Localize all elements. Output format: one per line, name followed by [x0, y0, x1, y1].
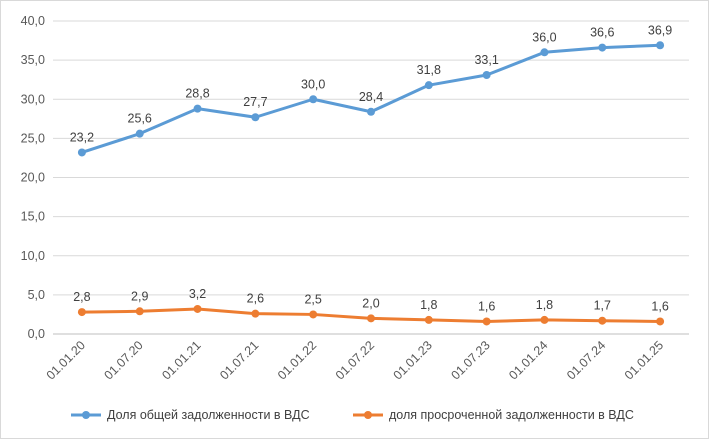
data-label-series-1: 30,0 [301, 77, 325, 91]
data-label-series-1: 36,0 [532, 30, 556, 44]
x-tick-label: 01.01.25 [622, 338, 666, 382]
x-tick-label: 01.07.23 [448, 338, 492, 382]
y-tick-label: 15,0 [21, 210, 45, 224]
legend-marker-2 [364, 411, 372, 419]
data-label-series-2: 3,2 [189, 287, 206, 301]
data-point-series-2 [482, 317, 491, 326]
data-point-series-1 [135, 129, 144, 138]
legend-label-1: Доля общей задолженности в ВДС [107, 408, 310, 422]
data-label-series-1: 31,8 [417, 63, 441, 77]
data-label-series-2: 2,8 [73, 290, 90, 304]
data-label-series-1: 28,4 [359, 90, 383, 104]
data-point-series-1 [424, 81, 433, 90]
y-tick-label: 0,0 [28, 327, 45, 341]
y-tick-label: 30,0 [21, 92, 45, 106]
data-point-series-2 [77, 308, 86, 317]
data-label-series-2: 2,5 [304, 292, 321, 306]
data-point-series-1 [77, 148, 86, 157]
y-tick-label: 10,0 [21, 249, 45, 263]
data-point-series-2 [135, 307, 144, 316]
data-label-series-2: 2,0 [362, 296, 379, 310]
data-label-series-1: 27,7 [243, 95, 267, 109]
data-point-series-1 [598, 43, 607, 52]
data-point-series-2 [193, 304, 202, 313]
data-label-series-1: 23,2 [70, 130, 94, 144]
data-label-series-1: 36,9 [648, 23, 672, 37]
data-point-series-1 [656, 41, 665, 50]
data-point-series-2 [598, 316, 607, 325]
x-tick-label: 01.07.24 [564, 338, 608, 382]
data-label-series-1: 28,8 [185, 87, 209, 101]
data-label-series-2: 1,8 [420, 298, 437, 312]
data-point-series-2 [251, 309, 260, 318]
data-point-series-2 [309, 310, 318, 319]
data-label-series-2: 1,6 [651, 299, 668, 313]
data-point-series-2 [424, 315, 433, 324]
x-tick-label: 01.01.22 [275, 338, 319, 382]
data-label-series-2: 1,6 [478, 299, 495, 313]
x-tick-label: 01.01.21 [159, 338, 203, 382]
data-point-series-1 [482, 70, 491, 79]
y-tick-label: 5,0 [28, 288, 45, 302]
y-tick-label: 25,0 [21, 131, 45, 145]
data-label-series-1: 25,6 [128, 112, 152, 126]
data-point-series-2 [367, 314, 375, 323]
x-tick-label: 01.01.20 [44, 338, 88, 382]
y-tick-label: 20,0 [21, 171, 45, 185]
data-label-series-1: 33,1 [474, 53, 498, 67]
x-tick-label: 01.07.21 [217, 338, 261, 382]
data-label-series-2: 2,9 [131, 289, 148, 303]
x-tick-label: 01.07.20 [102, 338, 146, 382]
data-point-series-1 [367, 107, 375, 116]
legend-label-2: доля просроченной задолженности в ВДС [389, 408, 634, 422]
data-point-series-1 [540, 48, 549, 57]
x-tick-label: 01.01.24 [506, 338, 550, 382]
data-point-series-2 [540, 315, 549, 324]
data-point-series-1 [193, 104, 202, 113]
data-point-series-2 [656, 317, 665, 326]
legend-marker-1 [82, 411, 90, 419]
y-tick-label: 40,0 [21, 14, 45, 28]
data-label-series-2: 1,7 [594, 299, 611, 313]
data-point-series-1 [251, 113, 260, 122]
data-label-series-2: 1,8 [536, 298, 553, 312]
data-label-series-2: 2,6 [247, 292, 264, 306]
data-label-series-1: 36,6 [590, 26, 614, 40]
y-tick-label: 35,0 [21, 53, 45, 67]
data-point-series-1 [309, 95, 318, 104]
x-tick-label: 01.01.23 [391, 338, 435, 382]
x-tick-label: 01.07.22 [333, 338, 377, 382]
